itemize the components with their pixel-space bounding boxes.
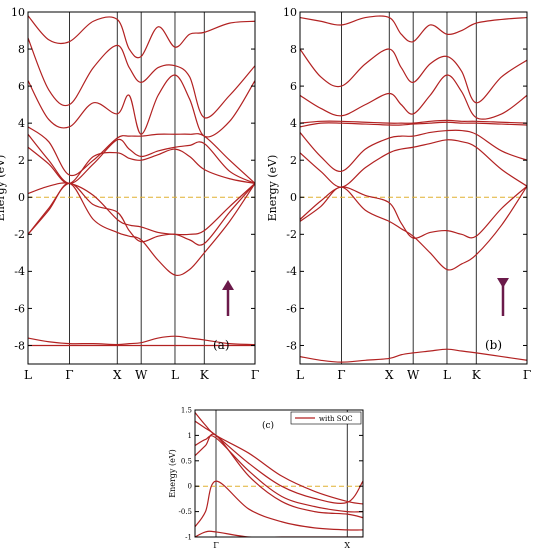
x-tick-label: W: [135, 368, 148, 382]
y-tick-label: -4: [14, 265, 25, 278]
y-tick-label: 6: [290, 80, 297, 93]
y-axis-label: Energy (eV): [168, 449, 177, 498]
x-tick-label: L: [443, 368, 451, 382]
x-tick-label: X: [113, 368, 122, 382]
y-tick-label: 0: [290, 191, 297, 204]
x-tick-label: L: [171, 368, 179, 382]
y-tick-label: 4: [290, 117, 297, 130]
y-tick-label: -8: [286, 339, 297, 352]
panel-2: -8 -6 -4 -2 0 2 4 6 8 10 L Γ X W L K Γ Energy (eV) (b): [266, 6, 531, 382]
y-tick-label: -4: [286, 265, 297, 278]
band-line-6: [195, 530, 363, 537]
y-tick-label: 0.5: [181, 457, 192, 465]
x-tick-label: L: [296, 368, 304, 382]
panel-label: (c): [262, 420, 274, 431]
band-line-7: [300, 121, 527, 128]
x-tick-label: Γ: [251, 368, 259, 382]
x-tick-label: Γ: [523, 368, 531, 382]
y-tick-label: 2: [290, 154, 297, 167]
band-line-10: [300, 15, 527, 43]
panel-label: (a): [213, 338, 230, 352]
y-tick-label: -6: [14, 302, 25, 315]
y-tick-label: -6: [286, 302, 297, 315]
band-line-10: [28, 37, 255, 119]
y-tick-label: -0.5: [179, 508, 193, 516]
y-tick-label: -2: [14, 228, 25, 241]
panel-1: -8 -6 -4 -2 0 2 4 6 8 10 L Γ X W L K Γ Energy (eV) (a): [0, 6, 259, 382]
spin-up-arrowhead-icon: [222, 280, 234, 290]
y-tick-label: 4: [18, 117, 25, 130]
band-line-9: [300, 48, 527, 104]
y-tick-label: 8: [18, 43, 25, 56]
x-tick-label: Γ: [337, 368, 345, 382]
band-line-1: [300, 348, 527, 363]
band-line-8: [300, 74, 527, 120]
plot-area: [195, 410, 363, 537]
band-line-4: [195, 435, 363, 513]
x-tick-label: K: [200, 368, 210, 382]
band-line-2: [195, 412, 363, 505]
y-tick-label: -2: [286, 228, 297, 241]
y-axis-label: Energy (eV): [0, 155, 7, 222]
x-tick-label: X: [385, 368, 394, 382]
legend-box: [290, 411, 362, 425]
y-tick-label: 1.5: [181, 406, 192, 414]
y-tick-label: 10: [283, 6, 297, 19]
panel-label: (b): [485, 338, 502, 352]
x-tick-label: Γ: [213, 541, 219, 550]
band-line-3: [195, 433, 363, 519]
band-line-7: [28, 133, 255, 184]
band-line-5: [300, 129, 527, 172]
y-tick-label: -1: [185, 533, 192, 541]
x-tick-label: Γ: [65, 368, 73, 382]
band-line-11: [28, 15, 255, 59]
x-tick-label: X: [344, 541, 350, 550]
plot-frame: [27, 11, 256, 365]
band-line-4: [300, 139, 527, 188]
plot-area: [300, 12, 527, 364]
y-tick-label: 0: [188, 483, 192, 491]
band-line-5: [195, 480, 363, 531]
x-tick-label: W: [407, 368, 420, 382]
x-tick-label: K: [472, 368, 482, 382]
band-line-1: [28, 335, 255, 346]
x-tick-label: L: [24, 368, 32, 382]
legend: with SOC: [290, 411, 362, 425]
y-tick-label: 6: [18, 80, 25, 93]
band-line-6: [300, 119, 527, 124]
y-tick-label: 10: [11, 6, 25, 19]
y-tick-label: 0: [18, 191, 25, 204]
y-tick-label: 8: [290, 43, 297, 56]
plot-frame: [194, 409, 364, 538]
y-tick-label: -8: [14, 339, 25, 352]
plot-area: [28, 12, 255, 364]
y-tick-label: 1: [188, 432, 192, 440]
band-line-1: [195, 420, 363, 505]
plot-frame: [299, 11, 528, 365]
y-axis-label: Energy (eV): [266, 155, 279, 222]
spin-down-arrowhead-icon: [497, 278, 509, 288]
panel-3: -1 -0.5 0 0.5 1 1.5 Γ X Energy (eV) (c) with SOC: [168, 406, 364, 550]
legend-label: with SOC: [319, 415, 353, 423]
y-tick-label: 2: [18, 154, 25, 167]
band-line-9: [28, 74, 255, 138]
